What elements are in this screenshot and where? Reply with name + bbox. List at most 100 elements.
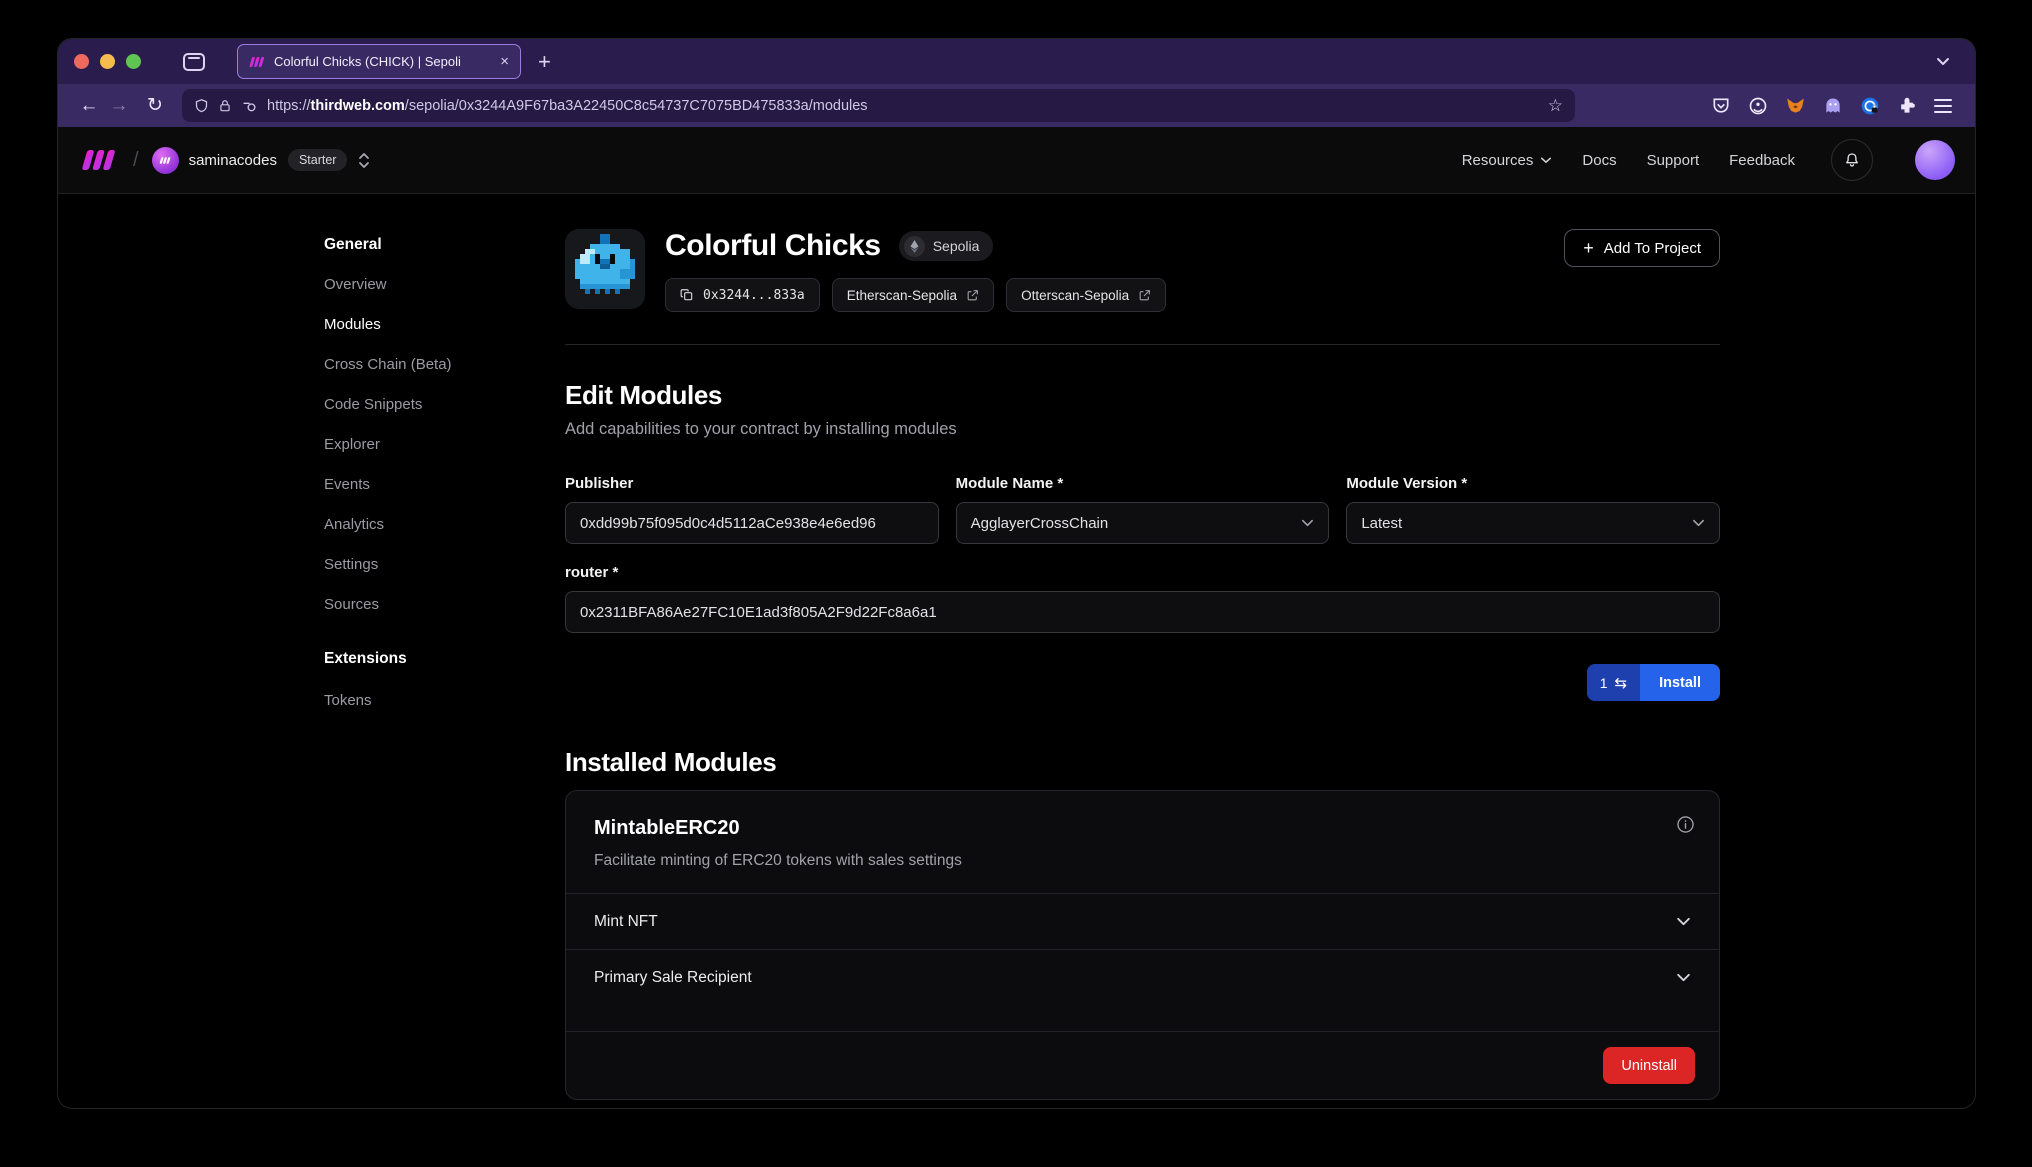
sidebar-heading-extensions: Extensions bbox=[324, 650, 407, 667]
password-manager-icon[interactable] bbox=[1860, 96, 1880, 116]
page-title: Colorful Chicks bbox=[665, 229, 881, 262]
module-version-select[interactable]: Latest bbox=[1346, 502, 1720, 544]
contract-avatar bbox=[565, 229, 645, 309]
publisher-input[interactable] bbox=[565, 502, 939, 544]
back-icon[interactable]: ← bbox=[79, 94, 99, 116]
thirdweb-favicon bbox=[249, 56, 265, 67]
module-version-field: Module Version * Latest bbox=[1346, 475, 1720, 544]
forward-icon[interactable]: → bbox=[109, 94, 129, 116]
swap-icon: ⇆ bbox=[1614, 674, 1628, 692]
network-label: Sepolia bbox=[932, 238, 980, 254]
module-name-select[interactable]: AgglayerCrossChain bbox=[955, 502, 1330, 544]
installed-modules-heading: Installed Modules bbox=[565, 747, 777, 777]
install-count-segment[interactable]: 1 ⇆ bbox=[1586, 664, 1641, 701]
info-icon[interactable] bbox=[1676, 815, 1695, 839]
org-avatar[interactable] bbox=[151, 146, 179, 174]
browser-window: Colorful Chicks (CHICK) | Sepoli × + ← →… bbox=[58, 39, 1975, 1108]
otterscan-link[interactable]: Otterscan-Sepolia bbox=[1006, 278, 1167, 312]
router-field: router * bbox=[565, 564, 1720, 633]
publisher-field: Publisher bbox=[565, 475, 939, 544]
sidebar-item-cross-chain[interactable]: Cross Chain (Beta) bbox=[324, 356, 452, 373]
etherscan-link[interactable]: Etherscan-Sepolia bbox=[831, 278, 995, 312]
contract-links: 0x3244...833a Etherscan-Sepolia Ottersc bbox=[665, 278, 1167, 312]
org-name[interactable]: saminacodes bbox=[188, 151, 277, 169]
nav-docs[interactable]: Docs bbox=[1582, 151, 1617, 169]
account-icon[interactable] bbox=[1748, 96, 1768, 116]
chevron-down-icon bbox=[1677, 973, 1690, 982]
chevron-down-icon bbox=[1677, 917, 1690, 926]
sidebar-heading-general: General bbox=[324, 236, 382, 253]
bell-icon bbox=[1846, 153, 1858, 167]
module-version-label: Module Version * bbox=[1346, 475, 1468, 492]
sidebar-item-explorer[interactable]: Explorer bbox=[324, 436, 380, 453]
tracking-shield-icon[interactable] bbox=[194, 98, 209, 114]
tab-list-chevron-icon[interactable] bbox=[1935, 57, 1951, 67]
new-tab-button[interactable]: + bbox=[538, 48, 551, 74]
nav-resources[interactable]: Resources bbox=[1462, 152, 1553, 169]
pixel-chick-image bbox=[575, 234, 635, 294]
sidebar-item-code-snippets[interactable]: Code Snippets bbox=[324, 396, 423, 413]
router-input[interactable] bbox=[565, 591, 1720, 633]
contract-address: 0x3244...833a bbox=[703, 287, 805, 303]
publisher-label: Publisher bbox=[565, 475, 634, 492]
tab-close-icon[interactable]: × bbox=[500, 53, 509, 70]
pocket-icon[interactable] bbox=[1711, 96, 1731, 116]
sidebar-item-events[interactable]: Events bbox=[324, 476, 370, 493]
sidebar-item-overview[interactable]: Overview bbox=[324, 276, 387, 293]
module-name-label: Module Name * bbox=[955, 475, 1064, 492]
org-switcher-chevrons[interactable] bbox=[357, 152, 371, 169]
phantom-icon[interactable] bbox=[1823, 96, 1843, 116]
chevron-down-icon bbox=[1541, 157, 1552, 163]
bookmark-star-icon[interactable]: ☆ bbox=[1547, 95, 1563, 115]
add-to-project-button[interactable]: + Add To Project bbox=[1564, 229, 1720, 267]
zoom-window-button[interactable] bbox=[126, 54, 141, 69]
nav-resources-label: Resources bbox=[1461, 151, 1534, 169]
close-window-button[interactable] bbox=[74, 54, 89, 69]
menu-icon[interactable] bbox=[1934, 98, 1952, 113]
firefox-view-icon[interactable] bbox=[183, 52, 205, 71]
traffic-lights bbox=[74, 54, 141, 69]
url-bar[interactable]: https://thirdweb.com/sepolia/0x3244A9F67… bbox=[182, 89, 1575, 122]
install-count: 1 bbox=[1599, 674, 1608, 691]
sidebar-item-sources[interactable]: Sources bbox=[324, 596, 380, 613]
reload-icon[interactable]: ↻ bbox=[147, 95, 163, 116]
url-text[interactable]: https://thirdweb.com/sepolia/0x3244A9F67… bbox=[267, 98, 1539, 114]
chevron-down-icon bbox=[1693, 519, 1704, 527]
nav-support[interactable]: Support bbox=[1646, 151, 1700, 169]
router-label: router * bbox=[565, 564, 619, 581]
url-domain: thirdweb.com bbox=[310, 97, 405, 114]
thirdweb-logo[interactable] bbox=[80, 148, 120, 172]
contract-header: Colorful Chicks Sepolia bbox=[565, 229, 1720, 312]
plus-icon: + bbox=[1583, 238, 1594, 258]
module-name-field: Module Name * AgglayerCrossChain bbox=[955, 475, 1330, 544]
active-tab[interactable]: Colorful Chicks (CHICK) | Sepoli × bbox=[237, 44, 521, 79]
sidebar-item-settings[interactable]: Settings bbox=[324, 556, 379, 573]
notifications-button[interactable] bbox=[1831, 139, 1873, 181]
extension-icons bbox=[1711, 96, 1952, 116]
nav-feedback[interactable]: Feedback bbox=[1729, 151, 1795, 169]
sidebar-item-tokens[interactable]: Tokens bbox=[324, 692, 372, 709]
module-card-description: Facilitate minting of ERC20 tokens with … bbox=[594, 852, 962, 869]
permissions-icon[interactable] bbox=[241, 98, 258, 114]
page-body: General Overview Modules Cross Chain (Be… bbox=[58, 194, 1975, 1108]
install-button[interactable]: 1 ⇆ Install bbox=[1586, 664, 1720, 701]
metamask-icon[interactable] bbox=[1785, 96, 1806, 116]
primary-sale-recipient-label: Primary Sale Recipient bbox=[594, 968, 752, 986]
user-avatar[interactable] bbox=[1915, 140, 1955, 180]
minimize-window-button[interactable] bbox=[100, 54, 115, 69]
sidebar-item-modules[interactable]: Modules bbox=[324, 316, 381, 333]
copy-address-button[interactable]: 0x3244...833a bbox=[665, 278, 820, 312]
install-label: Install bbox=[1640, 664, 1720, 701]
extensions-puzzle-icon[interactable] bbox=[1897, 96, 1917, 116]
module-section-primary-sale-recipient[interactable]: Primary Sale Recipient bbox=[566, 949, 1719, 1005]
uninstall-button[interactable]: Uninstall bbox=[1603, 1047, 1695, 1084]
installed-module-card: MintableERC20 Facilitate minting of ERC2… bbox=[565, 790, 1720, 1100]
sidebar-item-analytics[interactable]: Analytics bbox=[324, 516, 385, 533]
lock-icon[interactable] bbox=[218, 98, 232, 114]
module-card-name: MintableERC20 bbox=[594, 817, 740, 839]
network-badge[interactable]: Sepolia bbox=[898, 231, 994, 261]
module-section-mint-nft[interactable]: Mint NFT bbox=[566, 893, 1719, 949]
etherscan-label: Etherscan-Sepolia bbox=[846, 287, 958, 303]
ethereum-icon bbox=[903, 235, 925, 257]
plan-badge: Starter bbox=[287, 149, 348, 171]
